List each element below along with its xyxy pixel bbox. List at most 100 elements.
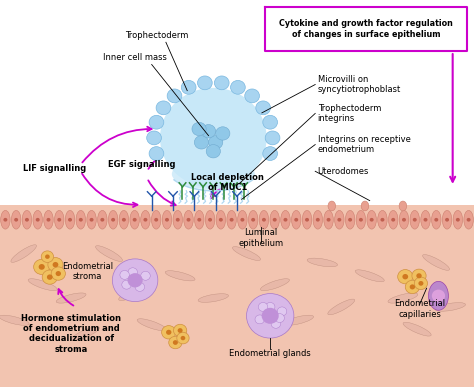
Ellipse shape bbox=[421, 211, 430, 229]
Circle shape bbox=[48, 258, 63, 272]
Circle shape bbox=[42, 270, 57, 284]
Circle shape bbox=[262, 308, 279, 324]
Circle shape bbox=[53, 262, 58, 267]
Ellipse shape bbox=[335, 211, 344, 229]
Circle shape bbox=[256, 101, 271, 115]
Circle shape bbox=[68, 218, 72, 222]
Text: Uterodomes: Uterodomes bbox=[318, 167, 369, 176]
Circle shape bbox=[258, 303, 268, 312]
Circle shape bbox=[201, 125, 216, 138]
Ellipse shape bbox=[270, 211, 280, 229]
Ellipse shape bbox=[11, 211, 21, 229]
Circle shape bbox=[445, 218, 449, 222]
Text: Microvilli on
syncytiotrophoblast: Microvilli on syncytiotrophoblast bbox=[318, 75, 401, 94]
Circle shape bbox=[39, 264, 45, 270]
Circle shape bbox=[45, 255, 50, 259]
Ellipse shape bbox=[355, 270, 384, 282]
Circle shape bbox=[432, 289, 445, 302]
Ellipse shape bbox=[205, 211, 215, 229]
Ellipse shape bbox=[119, 211, 128, 229]
Ellipse shape bbox=[172, 159, 255, 189]
Text: Endometrial
capillaries: Endometrial capillaries bbox=[394, 300, 445, 319]
Text: Hormone stimulation
of endometrium and
decidualization of
stroma: Hormone stimulation of endometrium and d… bbox=[21, 313, 121, 354]
Circle shape bbox=[265, 131, 280, 145]
Circle shape bbox=[162, 325, 176, 339]
Circle shape bbox=[337, 218, 341, 222]
Ellipse shape bbox=[259, 211, 269, 229]
Ellipse shape bbox=[56, 293, 86, 303]
Ellipse shape bbox=[227, 211, 237, 229]
Circle shape bbox=[208, 218, 212, 222]
Circle shape bbox=[410, 284, 415, 289]
Circle shape bbox=[182, 80, 196, 94]
Circle shape bbox=[122, 280, 131, 289]
Bar bbox=[0, 0, 474, 205]
Bar bbox=[0, 205, 474, 387]
Circle shape bbox=[348, 218, 352, 222]
Circle shape bbox=[263, 115, 277, 129]
Circle shape bbox=[154, 218, 158, 222]
Circle shape bbox=[47, 274, 53, 280]
Circle shape bbox=[209, 136, 223, 149]
Circle shape bbox=[149, 115, 164, 129]
Circle shape bbox=[111, 218, 115, 222]
Circle shape bbox=[434, 218, 438, 222]
Ellipse shape bbox=[237, 211, 247, 229]
Circle shape bbox=[144, 218, 147, 222]
Ellipse shape bbox=[152, 211, 161, 229]
Ellipse shape bbox=[11, 245, 36, 262]
Ellipse shape bbox=[71, 327, 100, 341]
Circle shape bbox=[273, 218, 277, 222]
Ellipse shape bbox=[162, 211, 172, 229]
Ellipse shape bbox=[22, 211, 32, 229]
Ellipse shape bbox=[87, 211, 96, 229]
Circle shape bbox=[456, 218, 460, 222]
Ellipse shape bbox=[232, 247, 261, 260]
Circle shape bbox=[178, 328, 182, 333]
Circle shape bbox=[219, 218, 223, 222]
Circle shape bbox=[413, 218, 417, 222]
Ellipse shape bbox=[96, 246, 122, 261]
Circle shape bbox=[112, 259, 158, 301]
Text: Endometrial
stroma: Endometrial stroma bbox=[62, 262, 113, 281]
Ellipse shape bbox=[65, 211, 75, 229]
Circle shape bbox=[327, 218, 330, 222]
Circle shape bbox=[246, 294, 294, 338]
Circle shape bbox=[173, 324, 187, 337]
Circle shape bbox=[283, 218, 287, 222]
Circle shape bbox=[177, 332, 189, 344]
Ellipse shape bbox=[98, 211, 107, 229]
Text: Trophectoderm
integrins: Trophectoderm integrins bbox=[318, 104, 381, 123]
Ellipse shape bbox=[281, 211, 290, 229]
Ellipse shape bbox=[55, 211, 64, 229]
Ellipse shape bbox=[328, 201, 336, 211]
Ellipse shape bbox=[313, 211, 322, 229]
Ellipse shape bbox=[0, 315, 29, 325]
Ellipse shape bbox=[307, 258, 337, 267]
Ellipse shape bbox=[453, 211, 463, 229]
Ellipse shape bbox=[428, 281, 448, 310]
Text: EGF signalling: EGF signalling bbox=[109, 160, 176, 169]
Ellipse shape bbox=[302, 211, 312, 229]
Circle shape bbox=[57, 218, 61, 222]
Circle shape bbox=[135, 283, 145, 291]
Circle shape bbox=[230, 80, 245, 94]
Circle shape bbox=[181, 336, 185, 340]
Circle shape bbox=[34, 259, 50, 274]
Circle shape bbox=[149, 147, 164, 161]
Ellipse shape bbox=[464, 211, 474, 229]
Circle shape bbox=[100, 218, 104, 222]
Ellipse shape bbox=[130, 211, 139, 229]
Circle shape bbox=[197, 218, 201, 222]
Circle shape bbox=[412, 269, 426, 283]
Circle shape bbox=[251, 218, 255, 222]
Ellipse shape bbox=[388, 293, 418, 303]
Circle shape bbox=[466, 218, 471, 222]
Ellipse shape bbox=[378, 211, 387, 229]
Text: Endometrial glands: Endometrial glands bbox=[229, 349, 311, 358]
Ellipse shape bbox=[216, 211, 226, 229]
Circle shape bbox=[265, 303, 275, 312]
Circle shape bbox=[263, 147, 277, 161]
Circle shape bbox=[147, 131, 161, 145]
Ellipse shape bbox=[346, 211, 355, 229]
